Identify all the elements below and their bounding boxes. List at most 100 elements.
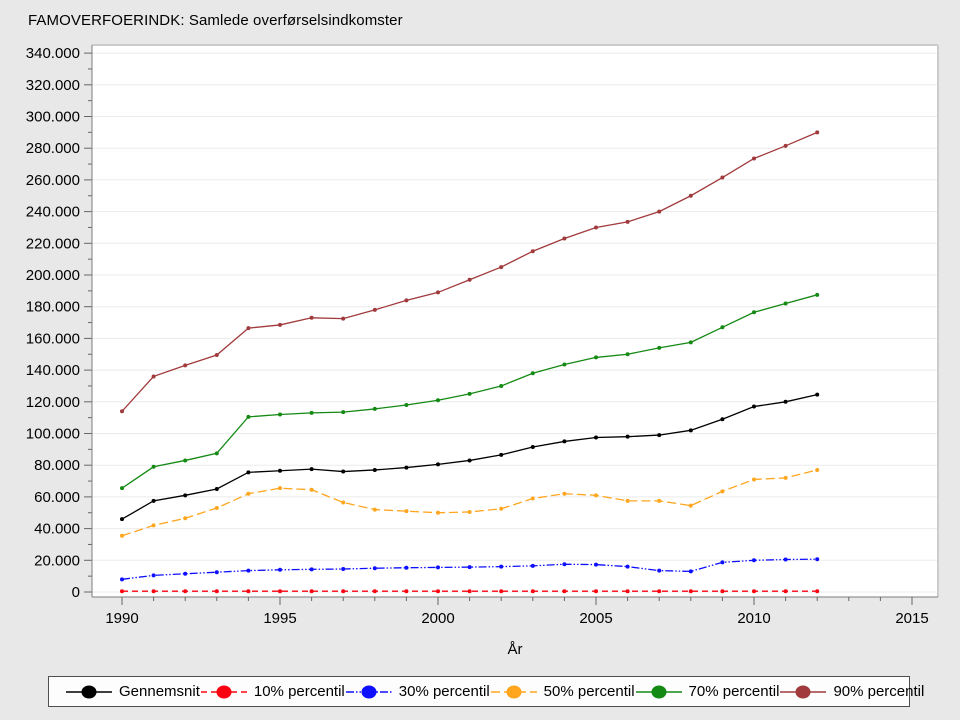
data-point	[120, 409, 124, 414]
data-point	[594, 589, 598, 594]
chart-title: FAMOVERFOERINDK: Samlede overførselsindk…	[28, 12, 403, 29]
data-point	[499, 589, 504, 594]
data-point	[246, 491, 251, 496]
data-point	[752, 310, 756, 315]
svg-text:220.000: 220.000	[26, 235, 80, 252]
data-point	[562, 491, 567, 496]
data-point	[372, 406, 377, 411]
data-point	[657, 589, 662, 594]
data-point	[246, 470, 251, 475]
data-point	[151, 573, 156, 578]
data-point	[404, 509, 409, 514]
svg-text:60.000: 60.000	[34, 489, 80, 506]
data-point	[214, 570, 219, 575]
svg-text:2015: 2015	[895, 610, 928, 627]
data-point	[625, 589, 630, 594]
x-axis-label: År	[508, 641, 523, 658]
data-point	[625, 498, 630, 503]
data-point	[752, 558, 756, 563]
svg-text:300.000: 300.000	[26, 109, 80, 126]
data-point	[752, 589, 756, 594]
data-point	[246, 568, 251, 573]
svg-text:180.000: 180.000	[26, 299, 80, 316]
data-point	[657, 498, 662, 503]
data-point	[341, 589, 346, 594]
svg-text:1995: 1995	[263, 610, 296, 627]
data-point	[815, 467, 820, 472]
data-point	[562, 236, 567, 241]
data-point	[625, 219, 630, 224]
data-point	[309, 487, 314, 492]
data-point	[372, 566, 377, 571]
legend-label: 50% percentil	[543, 683, 635, 700]
data-point	[341, 469, 346, 474]
data-point	[214, 505, 219, 510]
data-point	[467, 458, 472, 463]
data-point	[183, 493, 188, 498]
legend-item-gennemsnit: Gennemsnit	[65, 683, 200, 701]
legend-marker-icon	[490, 685, 537, 698]
data-point	[657, 568, 662, 573]
data-point	[657, 345, 662, 350]
svg-text:2000: 2000	[421, 610, 454, 627]
data-point	[372, 467, 377, 472]
data-point	[183, 458, 188, 463]
svg-text:200.000: 200.000	[26, 267, 80, 284]
svg-text:140.000: 140.000	[26, 362, 80, 379]
legend-marker-icon	[780, 685, 827, 698]
svg-text:80.000: 80.000	[34, 457, 80, 474]
data-point	[309, 589, 314, 594]
data-point	[688, 428, 693, 433]
data-point	[151, 589, 156, 594]
data-point	[562, 439, 567, 444]
legend-item-10-percentil: 10% percentil	[200, 683, 345, 701]
data-point	[183, 516, 188, 521]
data-point	[341, 316, 346, 321]
data-point	[309, 567, 314, 572]
data-point	[530, 444, 535, 449]
data-point	[530, 563, 535, 568]
data-point	[657, 209, 662, 214]
legend: Gennemsnit 10% percentil 30% percentil 50% …	[48, 676, 924, 707]
data-point	[720, 417, 725, 422]
data-point	[688, 193, 693, 198]
data-point	[214, 486, 219, 491]
data-point	[562, 589, 567, 594]
data-point	[688, 569, 693, 574]
svg-text:160.000: 160.000	[26, 330, 80, 347]
data-point	[720, 489, 725, 494]
data-point	[278, 412, 282, 417]
data-point	[436, 565, 440, 570]
svg-text:280.000: 280.000	[26, 140, 80, 157]
data-point	[341, 567, 346, 572]
data-point	[688, 589, 693, 594]
data-point	[120, 517, 124, 522]
data-point	[530, 371, 535, 376]
data-point	[183, 363, 188, 368]
legend-marker-icon	[66, 685, 112, 698]
data-point	[625, 352, 630, 357]
data-point	[530, 589, 535, 594]
data-point	[815, 589, 820, 594]
data-point	[783, 301, 788, 306]
svg-text:100.000: 100.000	[26, 426, 80, 443]
data-point	[404, 589, 409, 594]
data-point	[815, 392, 820, 397]
data-point	[404, 565, 409, 570]
data-point	[783, 143, 788, 148]
data-point	[404, 298, 409, 303]
svg-text:120.000: 120.000	[26, 394, 80, 411]
data-point	[625, 434, 630, 439]
data-point	[151, 464, 156, 469]
svg-text:20.000: 20.000	[34, 552, 80, 569]
data-point	[783, 589, 788, 594]
svg-text:2010: 2010	[737, 610, 770, 627]
data-point	[720, 560, 725, 565]
data-point	[436, 589, 440, 594]
legend-label: Gennemsnit	[119, 683, 200, 700]
svg-text:1990: 1990	[105, 610, 138, 627]
data-point	[752, 477, 756, 482]
data-point	[815, 557, 820, 562]
data-point	[467, 277, 472, 282]
data-point	[752, 404, 756, 409]
